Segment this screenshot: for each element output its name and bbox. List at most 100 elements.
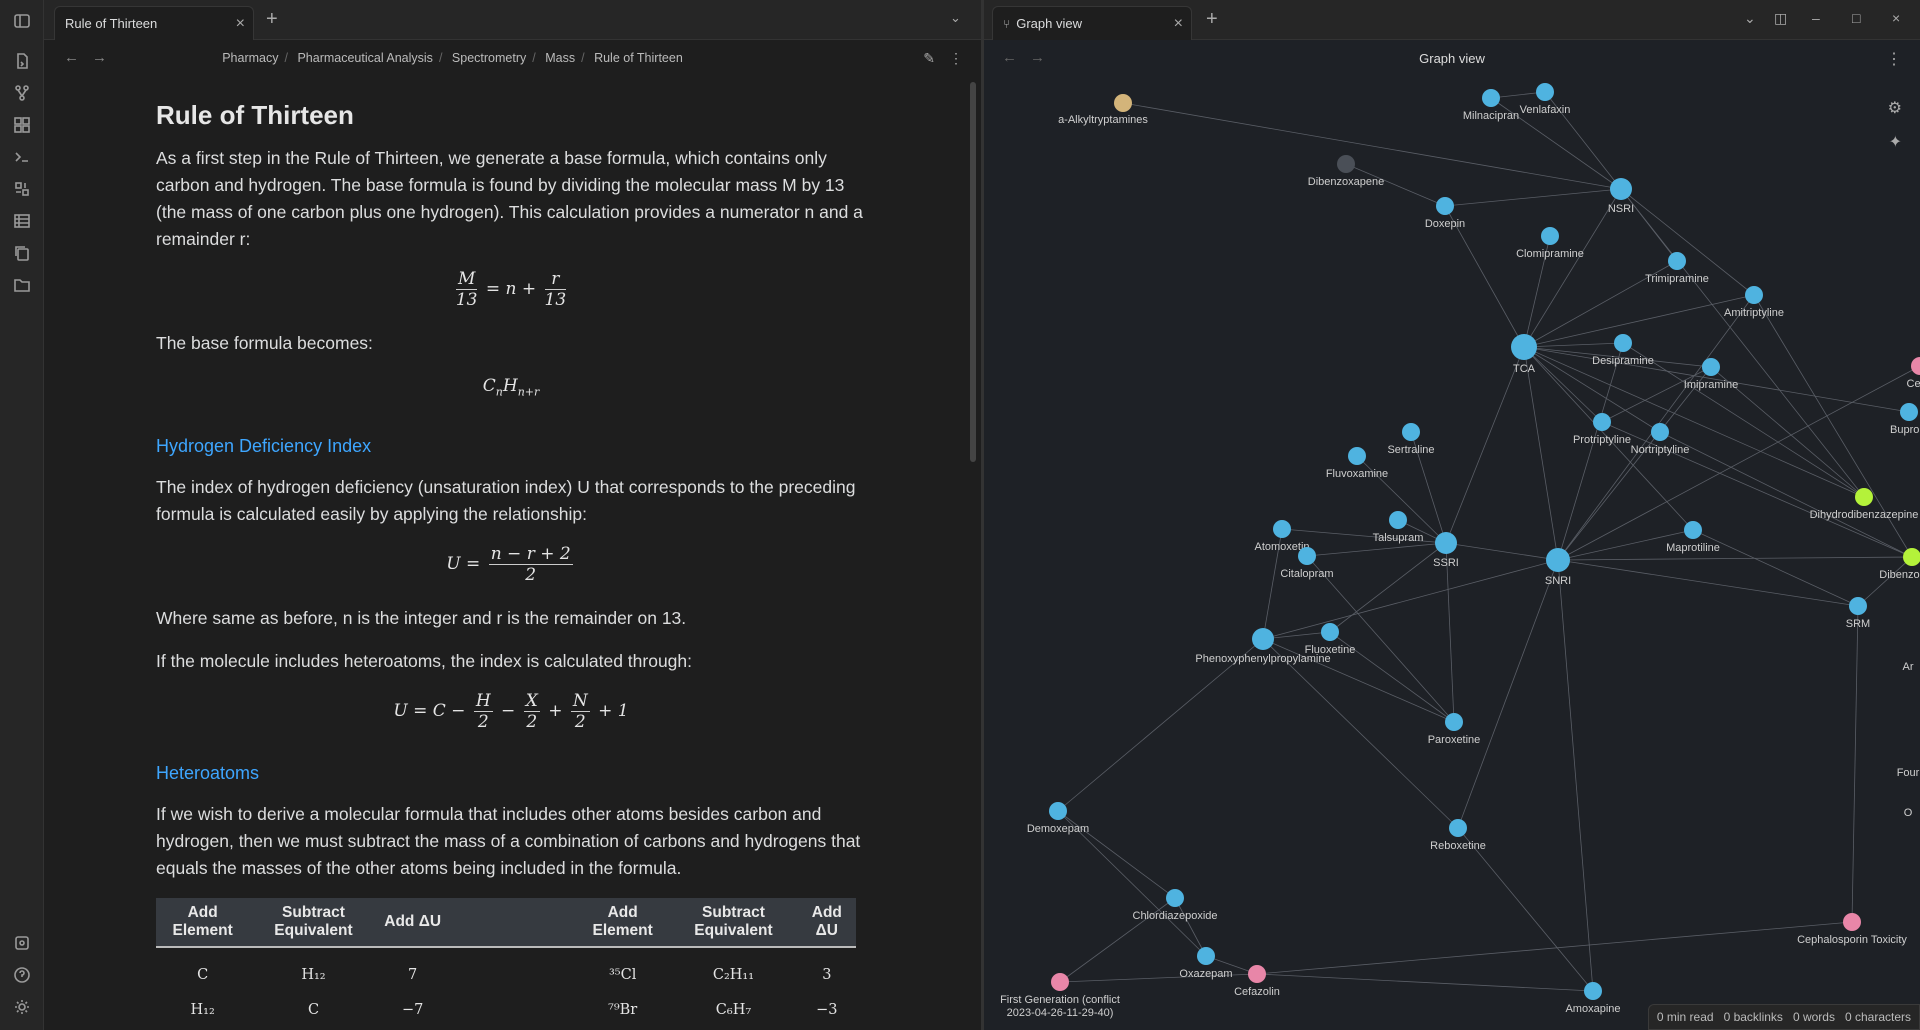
open-quick-switcher-icon[interactable] (11, 50, 33, 72)
graph-node-label[interactable]: Milnacipran (1463, 110, 1519, 122)
graph-node-label[interactable]: Demoxepam (1027, 823, 1089, 835)
graph-node-dot[interactable] (1114, 94, 1132, 112)
graph-node-dot[interactable] (1445, 713, 1463, 731)
graph-node-dot[interactable] (1511, 334, 1537, 360)
graph-node-cefur[interactable]: Cefur (1907, 357, 1920, 390)
graph-node-dot[interactable] (1298, 547, 1316, 565)
graph-node-amoxapine[interactable]: Amoxapine (1565, 982, 1621, 1015)
graph-node-label[interactable]: Dibenzoxapene (1308, 176, 1384, 188)
graph-node-fluoxetine[interactable]: Fluoxetine (1305, 623, 1356, 656)
back-icon[interactable]: ← (1002, 49, 1017, 66)
graph-node-protriptyline[interactable]: Protriptyline (1573, 413, 1631, 446)
help-icon[interactable] (11, 964, 33, 986)
graph-node-dot[interactable] (1584, 982, 1602, 1000)
graph-node-dot[interactable] (1843, 913, 1861, 931)
graph-node-label[interactable]: SNRI (1545, 575, 1571, 587)
breadcrumb-item[interactable]: Pharmacy (222, 51, 279, 65)
graph-node-label[interactable]: Atomoxetin (1254, 541, 1309, 553)
graph-node-label[interactable]: Desipramine (1592, 355, 1654, 367)
graph-node-nsri[interactable]: NSRI (1608, 178, 1634, 215)
sidebar-toggle-icon[interactable] (11, 10, 33, 32)
graph-view-icon[interactable] (11, 82, 33, 104)
graph-node-dot[interactable] (1651, 423, 1669, 441)
graph-node-label[interactable]: Fluvoxamine (1326, 468, 1388, 480)
graph-canvas[interactable]: a-Alkyltryptamines Milnacipran Venlafaxin D… (984, 76, 1920, 1030)
graph-node-label[interactable]: Imipramine (1684, 379, 1738, 391)
graph-node-dot[interactable] (1593, 413, 1611, 431)
graph-node-label[interactable]: 2023-04-26-11-29-40) (1007, 1007, 1114, 1019)
graph-node-firstgen[interactable]: First Generation (conflict2023-04-26-11-… (1000, 973, 1120, 1019)
graph-node-label[interactable]: Paroxetine (1428, 734, 1481, 746)
graph-node-dot[interactable] (1684, 521, 1702, 539)
graph-node-cefazolin[interactable]: Cefazolin (1234, 965, 1280, 998)
graph-node-talsupram[interactable]: Talsupram (1373, 511, 1424, 544)
graph-node-sertraline[interactable]: Sertraline (1387, 423, 1435, 456)
graph-node-dot[interactable] (1855, 488, 1873, 506)
graph-node-doxepin[interactable]: Doxepin (1425, 197, 1465, 230)
graph-node-label[interactable]: NSRI (1608, 203, 1634, 215)
graph-node-snri[interactable]: SNRI (1545, 548, 1571, 587)
graph-node-amitriptyline[interactable]: Amitriptyline (1724, 286, 1784, 319)
graph-node-label[interactable]: Maprotiline (1666, 542, 1720, 554)
templates-icon[interactable] (11, 178, 33, 200)
settings-icon[interactable] (11, 996, 33, 1018)
new-tab-icon[interactable]: + (1206, 8, 1218, 30)
graph-node-label[interactable]: SRM (1846, 618, 1870, 630)
graph-node-reboxetine[interactable]: Reboxetine (1430, 819, 1486, 852)
copy-icon[interactable] (11, 242, 33, 264)
graph-node-dot[interactable] (1166, 889, 1184, 907)
graph-node-dibenzocyclo[interactable]: Dibenzocyclo (1879, 548, 1920, 581)
graph-node-fluvoxamine[interactable]: Fluvoxamine (1326, 447, 1388, 480)
graph-node-dot[interactable] (1541, 227, 1559, 245)
graph-node-dot[interactable] (1435, 532, 1457, 554)
graph-node-dot[interactable] (1668, 252, 1686, 270)
graph-node-srm[interactable]: SRM (1846, 597, 1870, 630)
graph-node-label[interactable]: O (1904, 807, 1913, 819)
graph-node-desipramine[interactable]: Desipramine (1592, 334, 1654, 367)
more-options-icon[interactable]: ⋮ (949, 50, 963, 66)
close-icon[interactable]: × (1173, 15, 1183, 32)
breadcrumb-item[interactable]: Mass (545, 51, 576, 65)
graph-node-label[interactable]: TCA (1513, 363, 1536, 375)
graph-node-atomoxetin[interactable]: Atomoxetin (1254, 520, 1310, 553)
tab-rule-of-thirteen[interactable]: Rule of Thirteen × (54, 6, 254, 40)
graph-node-chlordiazepoxide[interactable]: Chlordiazepoxide (1133, 889, 1218, 922)
graph-node-alkyl[interactable]: a-Alkyltryptamines (1058, 94, 1148, 126)
graph-node-label[interactable]: Talsupram (1373, 532, 1424, 544)
folder-icon[interactable] (11, 274, 33, 296)
graph-node-dot[interactable] (1849, 597, 1867, 615)
graph-node-paroxetine[interactable]: Paroxetine (1428, 713, 1481, 746)
graph-node-o[interactable]: O (1904, 807, 1913, 819)
graph-node-dot[interactable] (1482, 89, 1500, 107)
graph-node-citalopram[interactable]: Citalopram (1280, 547, 1334, 580)
graph-node-label[interactable]: Dihydrodibenzazepine (1810, 509, 1919, 521)
graph-node-label[interactable]: Phenoxyphenylpropylamine (1195, 653, 1330, 665)
graph-node-dot[interactable] (1348, 447, 1366, 465)
graph-node-label[interactable]: Oxazepam (1179, 968, 1232, 980)
graph-node-label[interactable]: Sertraline (1387, 444, 1434, 456)
graph-node-nortriptyline[interactable]: Nortriptyline (1631, 423, 1690, 456)
table-icon[interactable] (11, 210, 33, 232)
graph-node-label[interactable]: a-Alkyltryptamines (1058, 114, 1148, 126)
graph-node-label[interactable]: Doxepin (1425, 218, 1465, 230)
graph-node-dihydro[interactable]: Dihydrodibenzazepine (1810, 488, 1919, 521)
graph-node-label[interactable]: Nortriptyline (1631, 444, 1690, 456)
graph-node-label[interactable]: Clomipramine (1516, 248, 1584, 260)
graph-node-label[interactable]: Venlafaxin (1520, 104, 1571, 116)
chevron-down-icon[interactable]: ⌄ (1744, 10, 1756, 26)
graph-node-ar[interactable]: Ar (1903, 661, 1914, 673)
graph-node-dot[interactable] (1049, 802, 1067, 820)
graph-node-dot[interactable] (1402, 423, 1420, 441)
graph-node-dot[interactable] (1321, 623, 1339, 641)
graph-node-dot[interactable] (1449, 819, 1467, 837)
graph-node-milnacipran[interactable]: Milnacipran (1463, 89, 1519, 122)
graph-node-label[interactable]: Chlordiazepoxide (1133, 910, 1218, 922)
graph-node-dot[interactable] (1610, 178, 1632, 200)
graph-node-label[interactable]: Dibenzocyclo (1879, 569, 1920, 581)
graph-node-dot[interactable] (1900, 403, 1918, 421)
graph-node-dot[interactable] (1702, 358, 1720, 376)
graph-node-dibenzoxapene[interactable]: Dibenzoxapene (1308, 155, 1384, 188)
graph-node-dot[interactable] (1197, 947, 1215, 965)
graph-node-label[interactable]: Amoxapine (1565, 1003, 1620, 1015)
graph-node-label[interactable]: Trimipramine (1645, 273, 1709, 285)
